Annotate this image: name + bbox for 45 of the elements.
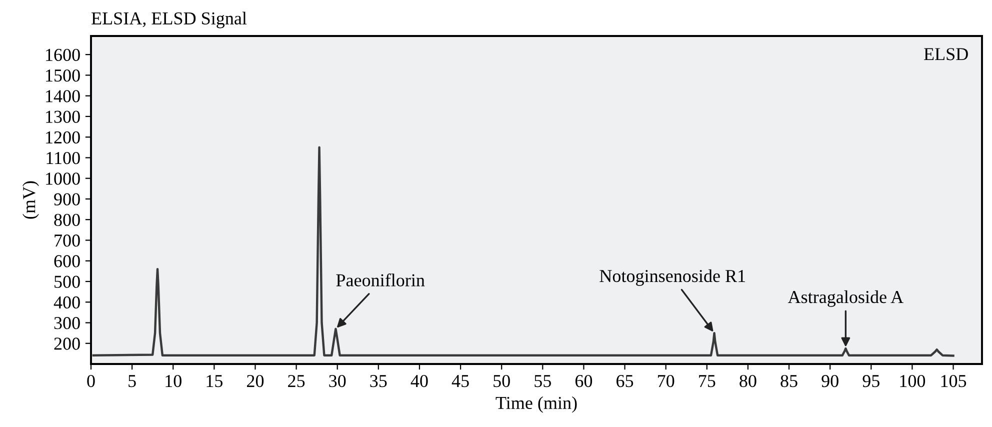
x-tick-label: 30 [329,374,346,388]
x-tick-label: 100 [900,374,926,388]
x-tick-label: 70 [658,374,674,388]
x-tick-label: 0 [87,374,95,388]
y-tick-label: 800 [54,214,80,226]
x-tick-label: 55 [534,375,551,388]
y-tick-label: 1100 [46,152,80,164]
x-tick-label: 90 [822,374,838,388]
x-tick-label: 105 [941,374,966,388]
y-tick-label: 400 [54,296,80,309]
x-tick-label: 25 [288,374,305,388]
y-tick-label: 1200 [46,131,80,144]
y-tick-label: 300 [54,317,80,330]
y-tick-label: 500 [54,276,80,288]
annotation: ELSD [924,48,968,60]
y-tick-label: 1300 [46,110,80,123]
x-tick-label: 5 [128,375,136,388]
y-tick-label: 1600 [46,48,80,62]
x-axis-title: Time (min) [496,396,577,413]
x-tick-label: 65 [616,374,634,388]
y-axis-title: (mV) [22,181,39,219]
chart-title: ELSIA, ELSD Signal [92,12,247,28]
x-tick-label: 95 [862,374,880,388]
y-tick-label: 1500 [46,69,80,82]
y-tick-label: 1000 [46,172,80,185]
x-tick-label: 20 [247,374,264,388]
x-tick-label: 40 [410,374,428,388]
line-series [92,146,954,357]
x-tick-label: 60 [575,374,592,388]
y-tick-label: 900 [54,193,80,206]
y-tick-label: 700 [54,234,80,247]
annotation: Paeoniflorin [336,273,425,286]
x-tick-label: 10 [166,374,182,388]
x-tick-label: 50 [494,374,510,388]
x-tick-label: 85 [780,374,798,388]
x-tick-label: 80 [740,374,756,388]
y-tick-label: 200 [54,338,80,350]
annotation: Notoginsenoside R1 [600,269,746,286]
x-tick-label: 45 [452,375,469,388]
annotation: Astragaloside A [788,290,904,307]
x-tick-label: 35 [370,374,387,388]
y-tick-label: 1400 [46,90,80,102]
x-tick-label: 75 [699,375,716,388]
x-tick-label: 15 [206,375,222,388]
y-tick-label: 600 [54,255,80,268]
